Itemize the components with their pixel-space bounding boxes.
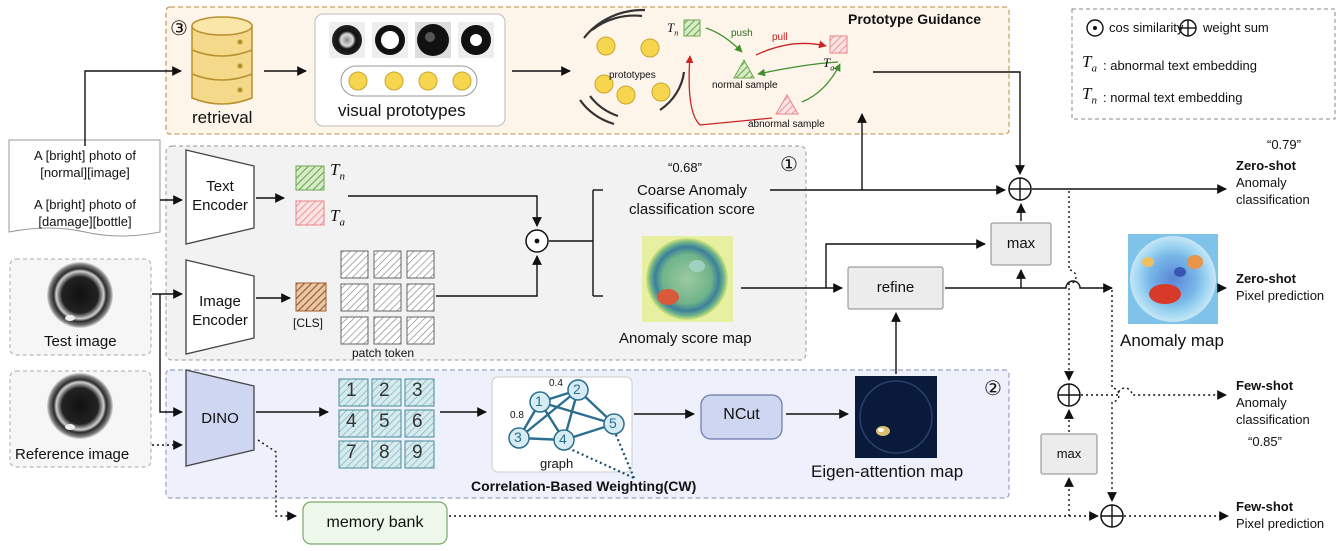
weight-sum-node-few-pixel <box>1100 504 1124 528</box>
abnormal-sample-triangle <box>775 94 799 115</box>
few-shot-pixel-output: Few-shot Pixel prediction <box>1236 499 1325 531</box>
weight-sum-node-zero-cls <box>1008 177 1032 201</box>
legend-ta-desc: : abnormal text embedding <box>1103 58 1257 73</box>
ta-symbol: Ta <box>330 206 345 229</box>
ta-proto-symbol: Ta <box>823 55 835 73</box>
graph-box <box>491 376 633 473</box>
prompt-text: A [bright] photo of [normal][image] A [b… <box>34 148 136 229</box>
legend-weight-sum-label: weight sum <box>1203 20 1269 35</box>
edge-weight-0-8: 0.8 <box>510 410 524 421</box>
few-shot-cls-output: Few-shot Anomaly classification <box>1236 378 1310 427</box>
eigen-attention-map-image <box>855 376 937 458</box>
legend-ta-symbol: Ta <box>1082 52 1097 75</box>
test-image-label: Test image <box>44 333 117 350</box>
push-label: push <box>731 28 753 39</box>
cls-label: [CLS] <box>293 316 324 330</box>
dino-block <box>185 369 255 467</box>
flow-arrows <box>84 66 1227 419</box>
abnormal-text-embedding-square <box>829 35 848 54</box>
tn-proto-symbol: Tn <box>667 20 679 38</box>
normal-sample-label: normal sample <box>712 80 778 91</box>
legend-box <box>1071 8 1336 120</box>
coarse-score-label: Coarse Anomaly classification score <box>629 182 755 218</box>
max-label-zero-shot: max <box>1006 235 1036 252</box>
dino-label: DINO <box>201 410 239 427</box>
image-encoder-block <box>185 259 255 355</box>
anomaly-map-label: Anomaly map <box>1120 331 1224 350</box>
prototype-thumbnails <box>329 22 494 58</box>
prototype-cluster <box>579 8 686 126</box>
zero-shot-pixel-output: Zero-shot Pixel prediction <box>1236 271 1325 303</box>
refine-block[interactable] <box>847 266 944 310</box>
anomaly-score-map-label: Anomaly score map <box>619 330 752 347</box>
eigen-attention-map-label: Eigen-attention map <box>811 462 964 481</box>
normal-sample-triangle <box>733 58 755 79</box>
graph-nodes <box>508 379 625 451</box>
max-label-few-shot: max <box>1056 446 1082 461</box>
edge-weight-0-4: 0.4 <box>549 378 563 389</box>
pull-arrow <box>755 40 827 56</box>
visual-prototypes-label: visual prototypes <box>338 101 466 120</box>
prompt-note-box <box>8 139 161 237</box>
memory-bank-label: memory bank <box>326 514 424 531</box>
weight-sum-node-few-cls <box>1057 383 1081 407</box>
dotted-flow-arrows <box>152 191 1229 521</box>
legend-cos-similarity-label: cos similarity <box>1109 20 1184 35</box>
zero-shot-cls-output: Zero-shot Anomaly classification <box>1236 158 1310 207</box>
text-encoder-block <box>185 149 255 245</box>
cw-label: Correlation-Based Weighting(CW) <box>471 478 697 494</box>
ncut-label: NCut <box>723 406 760 423</box>
tn-symbol: Tn <box>330 160 345 183</box>
few-shot-cls-value: “0.85” <box>1248 434 1282 449</box>
legend-tn-symbol: Tn <box>1082 84 1097 107</box>
retrieval-label: retrieval <box>192 108 253 127</box>
normal-text-embedding-square <box>683 19 701 37</box>
patch-token-grid <box>340 250 435 345</box>
push-arrow <box>705 27 743 53</box>
ncut-block <box>700 394 783 440</box>
legend-tn-desc: : normal text embedding <box>1103 90 1243 105</box>
coarse-score-value: “0.68” <box>668 160 702 175</box>
database-icon <box>191 16 253 105</box>
abnormal-sample-label: abnormal sample <box>748 119 825 130</box>
prototype-guidance-title: Prototype Guidance <box>848 11 982 27</box>
test-image-bottle-photo <box>47 262 113 328</box>
text-encoder-label: Text Encoder <box>192 178 248 214</box>
section-3-marker: ③ <box>170 18 188 40</box>
prototype-dots <box>348 71 472 91</box>
pull-label: pull <box>772 32 788 43</box>
max-block-zero-shot[interactable] <box>990 222 1052 266</box>
reference-image-label: Reference image <box>15 446 130 463</box>
patch-token-label: patch token <box>352 346 415 360</box>
memory-bank-block[interactable] <box>302 501 448 545</box>
section-1-marker: ① <box>780 154 798 176</box>
zero-shot-cls-value: “0.79” <box>1267 137 1301 152</box>
max-block-few-shot[interactable] <box>1040 433 1098 475</box>
refine-label: refine <box>876 279 915 296</box>
image-encoder-label: Image Encoder <box>192 293 248 329</box>
section-2-marker: ② <box>984 378 1002 400</box>
prototypes-label: prototypes <box>609 70 656 81</box>
cls-token <box>295 282 327 312</box>
reference-image-bottle-photo <box>47 373 113 439</box>
dino-patch-grid <box>338 378 435 469</box>
graph-label: graph <box>540 456 574 471</box>
prototype-cluster-dots <box>594 36 671 105</box>
